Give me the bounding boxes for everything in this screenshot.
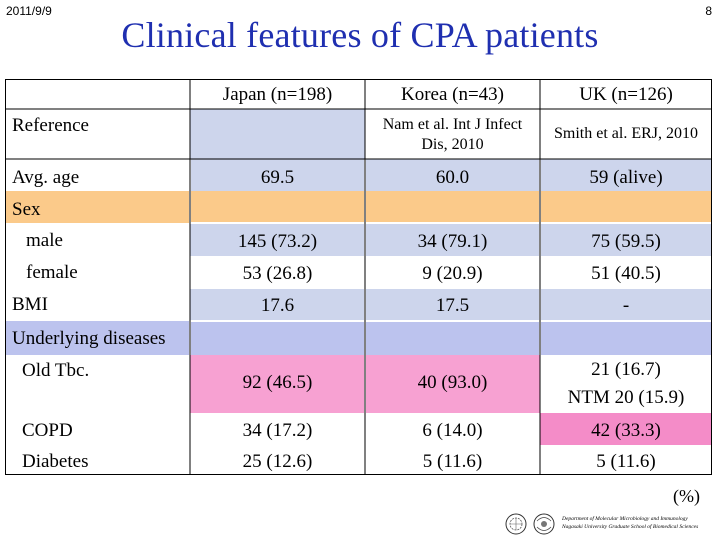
female-japan: 53 (26.8)	[242, 263, 313, 284]
footer-department: Department of Molecular Microbiology and…	[562, 515, 698, 531]
row-label-male: male	[26, 230, 63, 251]
row-label-old-tbc: Old Tbc.	[22, 360, 90, 381]
old-tbc-korea: 40 (93.0)	[417, 372, 488, 393]
male-japan-cell	[190, 223, 365, 256]
row-label-bmi: BMI	[12, 294, 48, 315]
avg-age-uk-cell	[540, 159, 712, 191]
old-tbc-japan-cell	[190, 355, 365, 413]
footer-line-1: Department of Molecular Microbiology and…	[562, 516, 688, 522]
underlying-band	[5, 321, 712, 355]
male-korea: 34 (79.1)	[417, 231, 488, 252]
row-label-sex: Sex	[12, 199, 41, 220]
row-label-copd: COPD	[22, 420, 73, 441]
row-label-avg-age: Avg. age	[12, 167, 80, 188]
row-label-female: female	[26, 262, 78, 283]
reference-japan-cell	[190, 109, 365, 159]
male-korea-cell	[365, 223, 540, 256]
old-tbc-uk-line2: NTM 20 (15.9)	[567, 387, 685, 408]
table-frame	[5, 79, 712, 475]
old-tbc-korea-cell	[365, 355, 540, 413]
university-seal-logo	[505, 513, 527, 535]
bmi-uk: -	[622, 295, 630, 316]
copd-japan: 34 (17.2)	[242, 420, 313, 441]
department-emblem-logo	[533, 513, 555, 535]
reference-uk: Smith et al. ERJ, 2010	[554, 125, 698, 142]
slide-title: Clinical features of CPA patients	[121, 15, 599, 55]
avg-age-japan-cell	[190, 159, 365, 191]
avg-age-korea: 60.0	[435, 167, 470, 188]
male-japan: 145 (73.2)	[237, 231, 318, 252]
old-tbc-uk-line1: 21 (16.7)	[591, 359, 661, 380]
bmi-japan-cell	[190, 288, 365, 321]
female-uk: 51 (40.5)	[591, 263, 661, 284]
avg-age-korea-cell	[365, 159, 540, 191]
copd-uk-cell	[540, 413, 712, 445]
bmi-japan: 17.6	[260, 295, 295, 316]
unit-note: (%)	[673, 486, 700, 506]
male-uk: 75 (59.5)	[591, 231, 661, 252]
avg-age-japan: 69.5	[260, 167, 295, 188]
row-label-reference: Reference	[12, 115, 89, 136]
avg-age-uk: 59 (alive)	[589, 167, 663, 188]
male-uk-cell	[540, 223, 712, 256]
column-header-korea: Korea (n=43)	[400, 84, 505, 105]
row-label-diabetes: Diabetes	[22, 451, 89, 472]
page-number: 8	[705, 4, 712, 18]
old-tbc-japan: 92 (46.5)	[242, 372, 313, 393]
diabetes-japan: 25 (12.6)	[242, 451, 313, 472]
bmi-korea: 17.5	[435, 295, 470, 316]
slide-date: 2011/9/9	[6, 4, 52, 18]
copd-korea: 6 (14.0)	[422, 420, 483, 441]
diabetes-uk: 5 (11.6)	[596, 451, 656, 472]
bmi-uk-cell	[540, 288, 712, 321]
copd-uk: 42 (33.3)	[591, 420, 661, 441]
reference-korea: Nam et al. Int J Infect Dis, 2010	[382, 116, 523, 153]
bmi-korea-cell	[365, 288, 540, 321]
footer-line-2: Nagasaki University Graduate School of B…	[562, 524, 699, 530]
female-korea: 9 (20.9)	[422, 263, 483, 284]
row-label-underlying: Underlying diseases	[12, 328, 166, 349]
column-header-uk: UK (n=126)	[579, 84, 673, 105]
footer: Department of Molecular Microbiology and…	[504, 512, 716, 536]
diabetes-korea: 5 (11.6)	[422, 451, 483, 472]
sex-band	[5, 191, 712, 223]
column-header-japan: Japan (n=198)	[222, 84, 333, 105]
